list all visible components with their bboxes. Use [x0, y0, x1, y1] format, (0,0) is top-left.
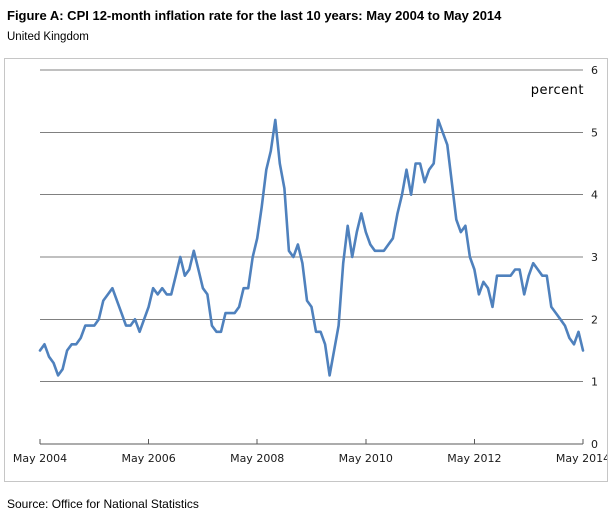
x-axis-label: May 2004 — [13, 452, 67, 465]
y-axis-label: 5 — [591, 126, 598, 139]
y-axis-label: 4 — [591, 189, 598, 202]
y-axis-label: 0 — [591, 438, 598, 451]
x-axis-label: May 2008 — [230, 452, 284, 465]
y-axis-label: 6 — [591, 64, 598, 77]
figure-title: Figure A: CPI 12-month inflation rate fo… — [7, 8, 502, 23]
y-axis-label: 3 — [591, 251, 598, 264]
y-axis-label: 1 — [591, 376, 598, 389]
figure-subtitle: United Kingdom — [7, 31, 89, 43]
y-axis-label: 2 — [591, 313, 598, 326]
cpi-line-chart: May 2004 May 2006 May 2008 May 2010 May 2012… — [13, 64, 607, 465]
chart-frame: May 2004 May 2006 May 2008 May 2010 May 2012… — [4, 58, 608, 482]
x-axis-label: May 2014 — [556, 452, 607, 465]
x-axis-label: May 2012 — [447, 452, 501, 465]
x-axis-label: May 2006 — [121, 452, 175, 465]
cpi-line — [38, 118, 585, 377]
x-axis-label: May 2010 — [339, 452, 393, 465]
source-note: Source: Office for National Statistics — [7, 497, 199, 511]
unit-label: percent — [531, 83, 584, 98]
